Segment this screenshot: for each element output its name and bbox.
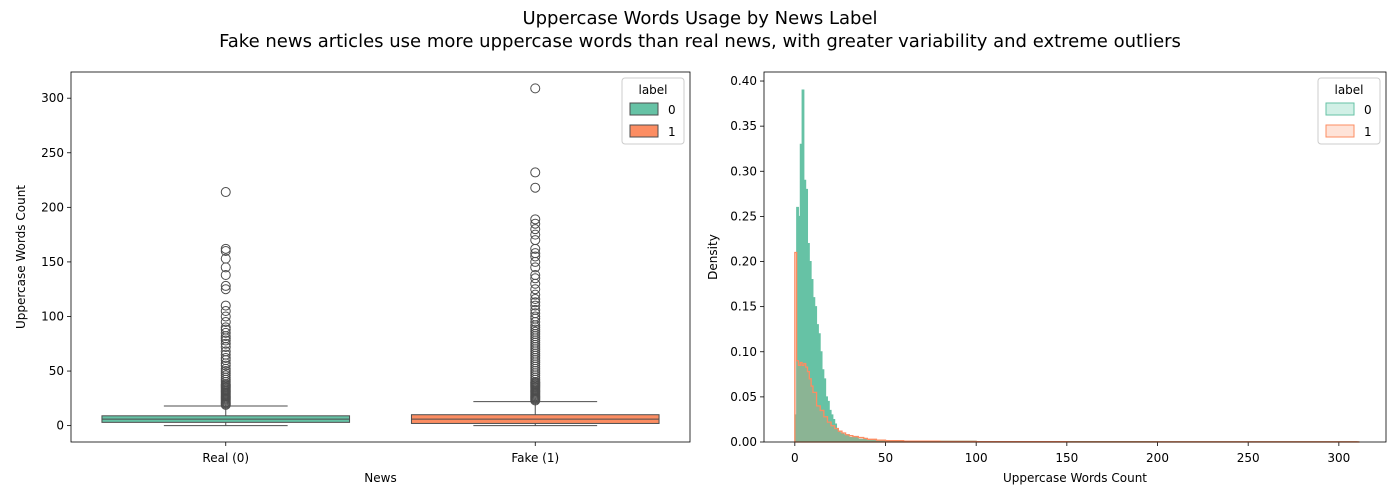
y-tick-label: 0.15 — [730, 300, 757, 314]
outlier-point — [220, 360, 231, 371]
y-tick-label: 0.40 — [730, 74, 757, 88]
box-0 — [101, 187, 351, 427]
outlier-point — [220, 335, 231, 346]
outlier-point — [530, 284, 541, 295]
outlier-point — [220, 352, 231, 363]
outlier-point — [220, 316, 231, 327]
y-tick-label: 150 — [41, 255, 64, 269]
figure-subtitle: Fake news articles use more uppercase wo… — [219, 31, 1181, 52]
x-tick-label: 150 — [1055, 451, 1078, 465]
y-tick-label: 0.25 — [730, 209, 757, 223]
y-tick-label: 0 — [56, 419, 64, 433]
outlier-point — [220, 243, 231, 254]
y-tick-label: 0.10 — [730, 345, 757, 359]
y-tick-label: 250 — [41, 146, 64, 160]
outlier-point — [530, 235, 541, 246]
outlier-point — [530, 224, 541, 235]
outlier-point — [530, 270, 541, 281]
outlier-point — [220, 245, 231, 256]
y-tick-label: 300 — [41, 91, 64, 105]
outlier-point — [220, 366, 231, 377]
figure-title: Uppercase Words Usage by News Label — [522, 8, 878, 29]
outlier-point — [530, 297, 541, 308]
outlier-point — [530, 308, 541, 319]
outlier-point — [220, 306, 231, 317]
x-axis-label: News — [364, 471, 396, 485]
outlier-point — [530, 214, 541, 225]
outlier-point — [220, 346, 231, 357]
right-axes-frame — [763, 71, 1387, 443]
outlier-point — [530, 262, 541, 273]
legend-entry-label: 1 — [668, 125, 676, 139]
x-tick-label: 100 — [965, 451, 988, 465]
outlier-point — [220, 284, 231, 295]
outlier-point — [530, 229, 541, 240]
box-1 — [410, 83, 660, 427]
outlier-point — [530, 248, 541, 259]
outlier-point — [530, 304, 541, 315]
x-axis-label: Uppercase Words Count — [1003, 471, 1147, 485]
outlier-point — [530, 83, 541, 94]
x-tick-label: 0 — [791, 451, 799, 465]
legend-swatch — [1325, 102, 1355, 116]
x-tick-label: Fake (1) — [511, 451, 559, 465]
outlier-point — [530, 182, 541, 193]
y-tick-label: 200 — [41, 200, 64, 214]
x-tick-label: 250 — [1237, 451, 1260, 465]
outlier-point — [530, 218, 541, 229]
outlier-point — [220, 368, 231, 379]
outlier-point — [220, 270, 231, 281]
outlier-point — [220, 338, 231, 349]
y-axis-label: Density — [706, 234, 720, 280]
outlier-point — [530, 256, 541, 267]
outlier-point — [220, 187, 231, 198]
y-tick-label: 100 — [41, 309, 64, 323]
outlier-point — [530, 326, 541, 337]
outlier-point — [220, 322, 231, 333]
outlier-point — [220, 253, 231, 264]
legend-swatch — [629, 124, 659, 138]
x-tick-label: 200 — [1146, 451, 1169, 465]
legend-swatch — [1325, 124, 1355, 138]
y-axis-label: Uppercase Words Count — [14, 185, 28, 329]
outlier-point — [220, 300, 231, 311]
legend-title: label — [638, 83, 667, 97]
outlier-point — [530, 294, 541, 305]
outlier-point — [220, 370, 231, 381]
legend-entry-label: 0 — [668, 103, 676, 117]
x-tick-label: 300 — [1327, 451, 1350, 465]
y-tick-label: 0.35 — [730, 119, 757, 133]
left-axes-frame — [70, 71, 691, 443]
outlier-point — [530, 251, 541, 262]
outlier-point — [220, 280, 231, 291]
outlier-point — [530, 167, 541, 178]
outlier-point — [530, 289, 541, 300]
outlier-point — [530, 311, 541, 322]
x-tick-label: 50 — [878, 451, 893, 465]
outlier-point — [220, 324, 231, 335]
x-tick-label: Real (0) — [202, 451, 249, 465]
outlier-point — [530, 273, 541, 284]
y-tick-label: 0.00 — [730, 435, 757, 449]
outlier-point — [220, 349, 231, 360]
outlier-point — [530, 300, 541, 311]
y-tick-label: 50 — [49, 364, 64, 378]
series-1-area — [794, 251, 1360, 443]
y-tick-label: 0.30 — [730, 164, 757, 178]
series-0-area — [794, 89, 1360, 443]
legend-entry-label: 0 — [1364, 103, 1372, 117]
outlier-point — [530, 278, 541, 289]
legend-entry-label: 1 — [1364, 125, 1372, 139]
y-tick-label: 0.20 — [730, 255, 757, 269]
legend-title: label — [1334, 83, 1363, 97]
outlier-point — [220, 311, 231, 322]
outlier-point — [220, 333, 231, 344]
outlier-point — [530, 324, 541, 335]
legend-swatch — [629, 102, 659, 116]
outlier-point — [220, 327, 231, 338]
y-tick-label: 0.05 — [730, 390, 757, 404]
